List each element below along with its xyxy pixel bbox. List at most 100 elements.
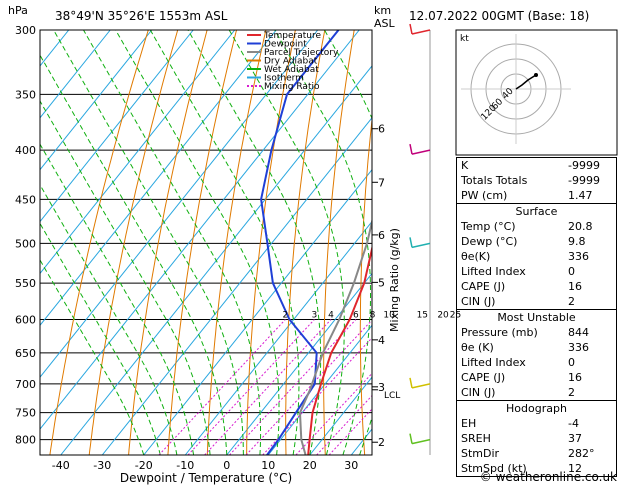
mixing-ratio-line bbox=[158, 319, 286, 455]
hodograph-stat-row-value: 37 bbox=[568, 432, 582, 445]
wet-adiabat bbox=[187, 30, 322, 455]
hodograph-stat-row-label: EH bbox=[461, 417, 477, 430]
index-row: PW (cm) 1.47 bbox=[457, 188, 616, 203]
most-unstable-title: Most Unstable bbox=[497, 311, 576, 324]
temperature-tick-label: -10 bbox=[176, 459, 194, 472]
storm-motion-dot bbox=[534, 73, 538, 77]
most-unstable-row-label: CAPE (J) bbox=[461, 371, 506, 384]
mixing-ratio-label: 10 bbox=[383, 310, 395, 320]
wet-adiabat bbox=[53, 30, 244, 455]
pressure-tick-label: 450 bbox=[15, 193, 36, 206]
wind-barb bbox=[411, 149, 431, 155]
wind-barbs bbox=[409, 23, 431, 455]
wet-adiabat bbox=[40, 183, 178, 455]
series-temperature bbox=[307, 244, 372, 455]
hodograph-stat-row-value: 12 bbox=[568, 462, 582, 475]
isotherm bbox=[60, 65, 372, 455]
isotherm bbox=[226, 272, 372, 455]
asl-unit-label: ASL bbox=[374, 17, 396, 30]
surface-row-value: 2 bbox=[568, 295, 575, 308]
x-axis-title: Dewpoint / Temperature (°C) bbox=[120, 471, 292, 485]
surface-row-label: CIN (J) bbox=[461, 295, 496, 308]
dry-adiabat bbox=[323, 30, 355, 455]
wet-adiabat bbox=[149, 30, 300, 455]
pressure-tick-label: 700 bbox=[15, 378, 36, 391]
mixing-ratio-label: 15 bbox=[417, 310, 428, 320]
most-unstable-row: CAPE (J) 16 bbox=[457, 370, 616, 385]
mixing-ratio-axis-title: Mixing Ratio (g/kg) bbox=[388, 228, 401, 332]
hodograph-stats-box: Hodograph EH -4 SREH 37 StmDir 282° StmSpd (kt… bbox=[456, 400, 617, 477]
surface-row-value: 9.8 bbox=[568, 235, 586, 248]
legend-label: Parcel Trajectory bbox=[264, 48, 339, 58]
altitude-tick-label: 6 bbox=[378, 123, 385, 136]
stats-panel: K -9999 Totals Totals -9999 PW (cm) 1.47 Surf… bbox=[456, 157, 617, 477]
mixing-ratio-label: 8 bbox=[370, 310, 376, 320]
mixing-ratio-line bbox=[328, 408, 372, 455]
altitude-tick-label: 7 bbox=[378, 176, 385, 189]
wet-adiabat bbox=[274, 30, 371, 455]
isotherm bbox=[40, 30, 319, 378]
surface-row-label: CAPE (J) bbox=[461, 280, 506, 293]
altitude-tick-label: 2 bbox=[378, 436, 385, 449]
legend-label: Isotherm bbox=[264, 74, 304, 84]
most-unstable-row: CIN (J) 2 bbox=[457, 385, 616, 400]
hodograph-trace bbox=[515, 74, 537, 90]
most-unstable-row-value: 16 bbox=[568, 371, 582, 384]
most-unstable-row-value: 336 bbox=[568, 341, 589, 354]
copyright-footer: © weatheronline.co.uk bbox=[479, 470, 617, 484]
most-unstable-row-label: Lifted Index bbox=[461, 356, 526, 369]
hodograph-unit: kt bbox=[460, 34, 469, 44]
mixing-ratio-label: 6 bbox=[353, 310, 359, 320]
wind-barb bbox=[411, 29, 431, 35]
pressure-tick-label: 750 bbox=[15, 407, 36, 420]
pressure-tick-label: 400 bbox=[15, 144, 36, 157]
legend-label: Dry Adiabat bbox=[264, 57, 318, 67]
isotherm bbox=[143, 168, 372, 455]
wind-barb-flag bbox=[409, 143, 413, 155]
wind-barb-flag bbox=[409, 237, 413, 248]
isotherm bbox=[40, 30, 153, 171]
hodograph-stat-row: SREH 37 bbox=[457, 431, 616, 446]
altitude-tick-label: 5 bbox=[378, 276, 385, 289]
dry-adiabat bbox=[128, 30, 208, 455]
index-row-label: PW (cm) bbox=[461, 189, 508, 202]
mixing-ratio-label: 25 bbox=[450, 310, 461, 320]
temperature-tick-label: -30 bbox=[93, 459, 111, 472]
temperature-tick-label: -40 bbox=[52, 459, 70, 472]
most-unstable-row-label: CIN (J) bbox=[461, 386, 496, 399]
wind-barb-flag bbox=[409, 433, 413, 444]
index-row: K -9999 bbox=[457, 158, 616, 173]
hodograph-stat-row-label: SREH bbox=[461, 432, 491, 445]
surface-row: CAPE (J) 16 bbox=[457, 279, 616, 294]
surface-row-label: Temp (°C) bbox=[461, 220, 516, 233]
altitude-tick-label: 4 bbox=[378, 334, 385, 347]
pressure-tick-label: 300 bbox=[15, 24, 36, 37]
mixing-ratio-line bbox=[204, 319, 332, 455]
temperature-tick-label: 20 bbox=[303, 459, 317, 472]
indices-box: K -9999 Totals Totals -9999 PW (cm) 1.47 bbox=[456, 157, 617, 204]
wet-adiabat bbox=[40, 143, 195, 455]
temperature-tick-label: 10 bbox=[261, 459, 275, 472]
surface-row: θe(K) 336 bbox=[457, 249, 616, 264]
surface-row: Dewp (°C) 9.8 bbox=[457, 234, 616, 249]
isotherm bbox=[40, 30, 194, 223]
surface-row: Lifted Index 0 bbox=[457, 264, 616, 279]
isotherm bbox=[40, 30, 360, 430]
wind-barb bbox=[411, 438, 431, 445]
station-info: 38°49'N 35°26'E 1553m ASL bbox=[55, 9, 228, 23]
series-parcel-trajectory bbox=[298, 217, 372, 455]
wet-adiabat bbox=[228, 30, 345, 455]
isotherm bbox=[40, 30, 111, 119]
legend-label: Temperature bbox=[263, 31, 321, 41]
wet-adiabat bbox=[40, 259, 145, 455]
pressure-tick-label: 800 bbox=[15, 434, 36, 447]
wet-adiabat bbox=[40, 100, 211, 455]
wind-barb-flag bbox=[409, 377, 413, 389]
mixing-ratio-line bbox=[229, 319, 357, 455]
pressure-tick-label: 350 bbox=[15, 88, 36, 101]
temperature-tick-label: 0 bbox=[223, 459, 230, 472]
hpa-unit-label: hPa bbox=[8, 4, 28, 17]
surface-row-value: 336 bbox=[568, 250, 589, 263]
wind-barb bbox=[411, 383, 431, 389]
